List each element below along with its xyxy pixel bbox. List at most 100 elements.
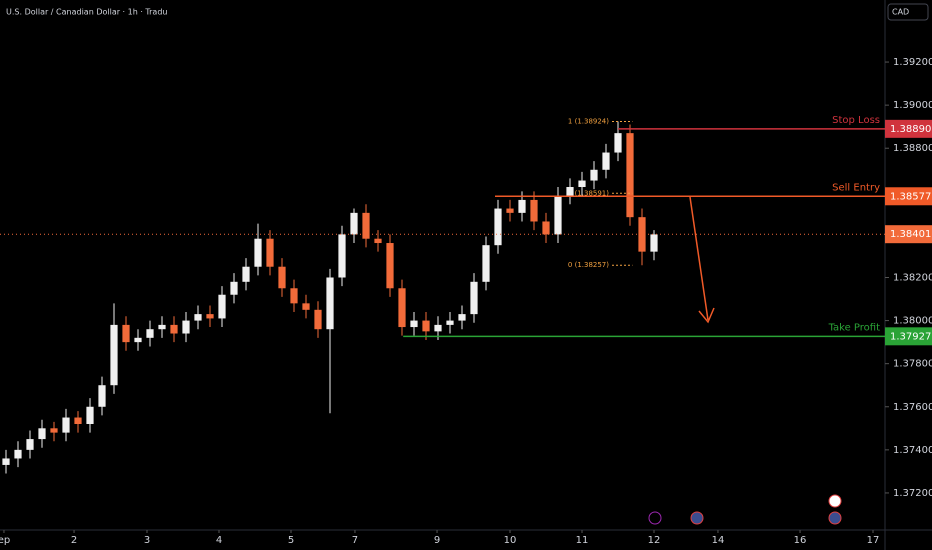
level-name: Stop Loss xyxy=(832,115,880,126)
candle-body xyxy=(590,169,598,181)
plot xyxy=(2,121,658,474)
y-tick-label: 1.39000 xyxy=(893,100,932,111)
current-price-box xyxy=(885,225,932,244)
candle-body xyxy=(158,324,166,330)
candle-body xyxy=(242,266,250,282)
candle-body xyxy=(554,195,562,235)
candle-body xyxy=(302,303,310,310)
candle-body xyxy=(38,428,46,440)
candle-body xyxy=(230,281,238,295)
candle-body xyxy=(170,324,178,334)
y-tick-label: 1.38200 xyxy=(893,272,932,283)
x-tick-label: 5 xyxy=(288,535,294,546)
candle-body xyxy=(530,199,538,222)
event-icons xyxy=(648,494,842,525)
candle-body xyxy=(14,449,22,459)
candle-body xyxy=(278,266,286,289)
y-tick-label: 1.38800 xyxy=(893,143,932,154)
fib-label: 0 (1.38257) xyxy=(568,261,609,269)
arrow-head xyxy=(698,307,715,324)
currency[interactable]: CAD xyxy=(892,8,909,17)
candle-body xyxy=(374,238,382,244)
level-price-box xyxy=(885,327,932,346)
candle-body xyxy=(458,314,466,321)
candle-body xyxy=(2,458,10,465)
candle-body xyxy=(566,187,574,196)
candle-body xyxy=(446,320,454,325)
fib-label: (1.38591) xyxy=(575,189,610,197)
candle-body xyxy=(650,234,658,252)
x-tick-label: 10 xyxy=(504,535,517,546)
x-tick-label: 2 xyxy=(71,535,77,546)
y-tick-label: 1.37400 xyxy=(893,445,932,456)
candle-body xyxy=(434,324,442,332)
level-name: Take Profit xyxy=(828,322,881,333)
event-icon[interactable] xyxy=(648,511,662,525)
candle-body xyxy=(194,314,202,321)
candle-body xyxy=(98,385,106,407)
level-price-label: 1.38577 xyxy=(890,191,931,202)
candle-body xyxy=(518,199,526,213)
candle-body xyxy=(614,133,622,153)
candle-body xyxy=(62,417,70,433)
y-tick-label: 1.39200 xyxy=(893,57,932,68)
event-icon[interactable] xyxy=(828,511,842,525)
arrow-shaft xyxy=(689,196,709,321)
chart-title: U.S. Dollar / Canadian Dollar · 1h · Tra… xyxy=(6,8,167,17)
level-price-label: 1.37927 xyxy=(890,331,931,342)
candle-body xyxy=(398,288,406,328)
candle-body xyxy=(350,212,358,235)
candle-body xyxy=(470,281,478,315)
x-tick-label: 7 xyxy=(352,535,358,546)
candle-body xyxy=(290,288,298,304)
candle-body xyxy=(638,217,646,252)
candle-body xyxy=(218,294,226,319)
candle-body xyxy=(626,133,634,218)
candle-body xyxy=(494,208,502,246)
y-tick-label: 1.37200 xyxy=(893,488,932,499)
candle-body xyxy=(266,238,274,267)
candle-body xyxy=(506,208,514,213)
candle-body xyxy=(146,329,154,338)
level-price-label: 1.38890 xyxy=(890,124,931,135)
candle-body xyxy=(254,238,262,267)
candle-body xyxy=(542,221,550,235)
x-tick-label: 4 xyxy=(216,535,222,546)
candle-body xyxy=(338,234,346,278)
candle-body xyxy=(182,320,190,334)
y-tick-label: 1.37800 xyxy=(893,359,932,370)
candle-body xyxy=(74,417,82,424)
candle-body xyxy=(602,152,610,170)
candle-body xyxy=(26,439,34,450)
x-tick-label: 11 xyxy=(576,535,589,546)
candle-body xyxy=(122,324,130,343)
x-tick-label: 3 xyxy=(144,535,150,546)
currency-button[interactable] xyxy=(887,3,929,21)
x-tick-label: 16 xyxy=(794,535,807,546)
current-price-label: 1.38401 xyxy=(890,229,931,240)
x-tick-label: 12 xyxy=(648,535,661,546)
candle-body xyxy=(110,324,118,386)
candle-body xyxy=(86,406,94,424)
event-icon[interactable] xyxy=(828,494,842,508)
x-tick-label: 14 xyxy=(712,535,725,546)
candle-body xyxy=(326,277,334,330)
candle-body xyxy=(206,314,214,319)
candle-body xyxy=(422,320,430,332)
candle-body xyxy=(386,243,394,289)
event-icon[interactable] xyxy=(690,511,704,525)
candle-body xyxy=(410,320,418,328)
level-price-box xyxy=(885,119,932,138)
candle-body xyxy=(314,309,322,330)
level-name: Sell Entry xyxy=(832,182,880,193)
trade-arrow xyxy=(689,196,715,324)
candle-body xyxy=(482,245,490,282)
x-tick-label: 9 xyxy=(434,535,440,546)
level-price-box xyxy=(885,187,932,206)
candle-body xyxy=(134,337,142,343)
y-tick-label: 1.38000 xyxy=(893,316,932,327)
candle-body xyxy=(50,428,58,433)
candle-body xyxy=(362,212,370,239)
